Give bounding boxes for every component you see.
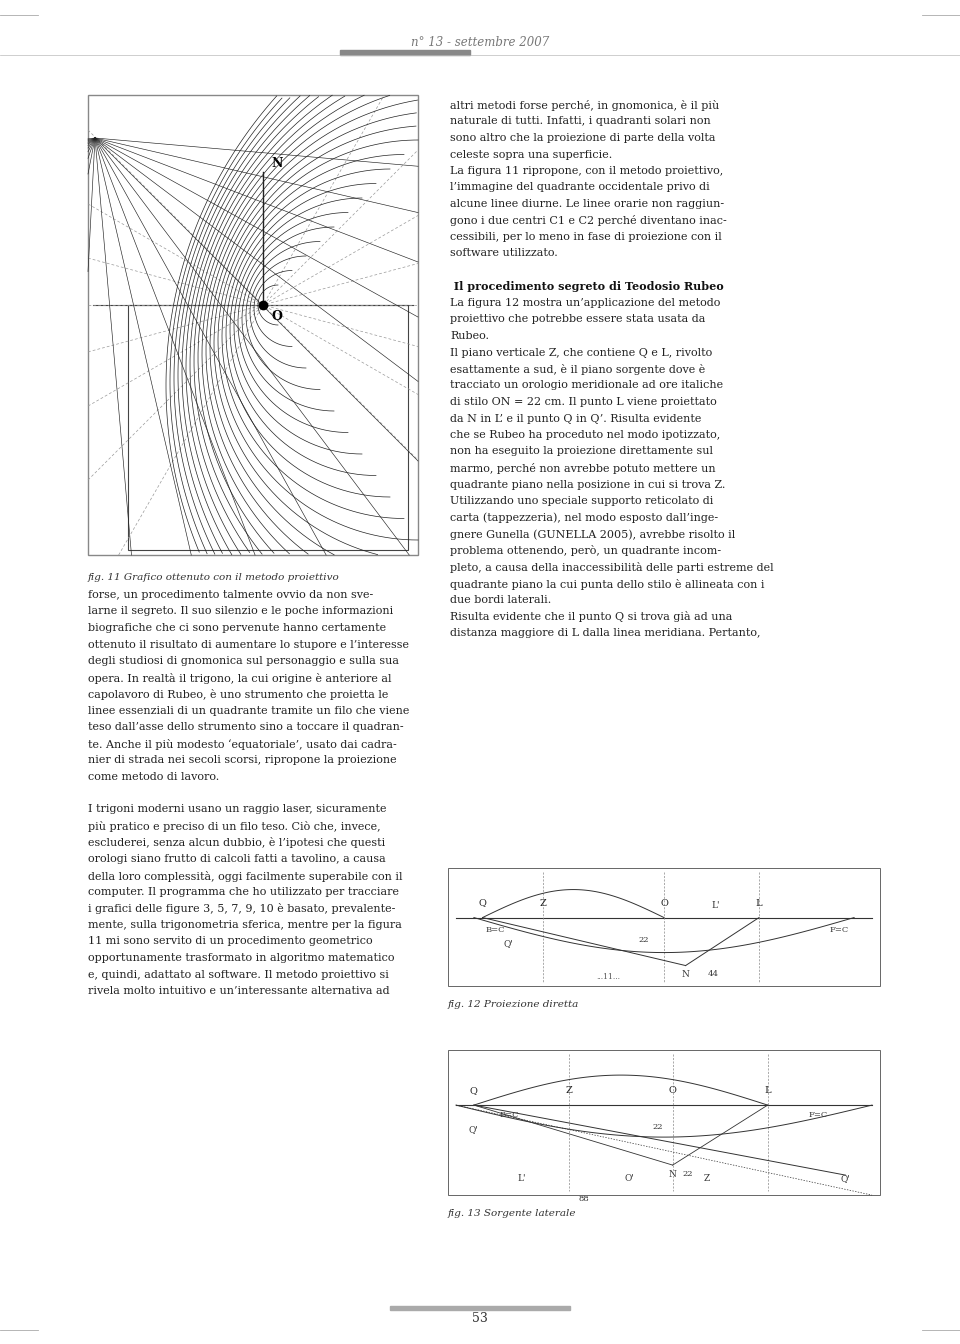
Text: Z: Z <box>565 1086 572 1095</box>
Text: nier di strada nei secoli scorsi, ripropone la proiezione: nier di strada nei secoli scorsi, riprop… <box>88 755 396 765</box>
Text: sono altro che la proiezione di parte della volta: sono altro che la proiezione di parte de… <box>450 133 715 142</box>
Text: pleto, a causa della inaccessibilità delle parti estreme del: pleto, a causa della inaccessibilità del… <box>450 562 774 573</box>
Text: larne il segreto. Il suo silenzio e le poche informazioni: larne il segreto. Il suo silenzio e le p… <box>88 606 394 617</box>
Text: tracciato un orologio meridionale ad ore italiche: tracciato un orologio meridionale ad ore… <box>450 380 723 391</box>
Text: Q': Q' <box>504 939 514 949</box>
Text: O': O' <box>625 1175 635 1183</box>
Text: F=C: F=C <box>829 926 849 934</box>
Text: Utilizzando uno speciale supporto reticolato di: Utilizzando uno speciale supporto retico… <box>450 496 713 505</box>
Text: rivela molto intuitivo e un’interessante alternativa ad: rivela molto intuitivo e un’interessante… <box>88 986 390 996</box>
Text: opera. In realtà il trigono, la cui origine è anteriore al: opera. In realtà il trigono, la cui orig… <box>88 672 392 684</box>
Text: n° 13 - settembre 2007: n° 13 - settembre 2007 <box>411 35 549 48</box>
Text: marmo, perché non avrebbe potuto mettere un: marmo, perché non avrebbe potuto mettere… <box>450 462 715 474</box>
Bar <box>448 1050 880 1195</box>
Text: naturale di tutti. Infatti, i quadranti solari non: naturale di tutti. Infatti, i quadranti … <box>450 117 710 126</box>
Text: fig. 12 Proiezione diretta: fig. 12 Proiezione diretta <box>448 1000 579 1009</box>
Text: ottenuto il risultato di aumentare lo stupore e l’interesse: ottenuto il risultato di aumentare lo st… <box>88 640 409 649</box>
Text: gono i due centri C1 e C2 perché diventano inac-: gono i due centri C1 e C2 perché diventa… <box>450 215 727 227</box>
Text: Risulta evidente che il punto Q si trova già ad una: Risulta evidente che il punto Q si trova… <box>450 612 732 622</box>
Text: te. Anche il più modesto ‘equatoriale’, usato dai cadra-: te. Anche il più modesto ‘equatoriale’, … <box>88 738 396 750</box>
Text: 11 mi sono servito di un procedimento geometrico: 11 mi sono servito di un procedimento ge… <box>88 937 372 946</box>
Text: L: L <box>764 1086 771 1095</box>
Text: escluderei, senza alcun dubbio, è l’ipotesi che questi: escluderei, senza alcun dubbio, è l’ipot… <box>88 837 385 848</box>
Text: 53: 53 <box>472 1312 488 1324</box>
Text: mente, sulla trigonometria sferica, mentre per la figura: mente, sulla trigonometria sferica, ment… <box>88 921 402 930</box>
Text: biografiche che ci sono pervenute hanno certamente: biografiche che ci sono pervenute hanno … <box>88 624 386 633</box>
Text: N: N <box>682 969 689 978</box>
Text: N: N <box>669 1171 677 1179</box>
Text: degli studiosi di gnomonica sul personaggio e sulla sua: degli studiosi di gnomonica sul personag… <box>88 656 399 667</box>
Text: carta (tappezzeria), nel modo esposto dall’inge-: carta (tappezzeria), nel modo esposto da… <box>450 512 718 523</box>
Text: O: O <box>271 310 282 323</box>
Text: O: O <box>669 1086 677 1095</box>
Text: Il piano verticale Z, che contiene Q e L, rivolto: Il piano verticale Z, che contiene Q e L… <box>450 348 712 358</box>
Text: capolavoro di Rubeo, è uno strumento che proietta le: capolavoro di Rubeo, è uno strumento che… <box>88 689 389 700</box>
Text: B=C: B=C <box>500 1111 519 1120</box>
Text: da N in L’ e il punto Q in Q’. Risulta evidente: da N in L’ e il punto Q in Q’. Risulta e… <box>450 414 702 423</box>
Text: F=C: F=C <box>809 1111 828 1120</box>
Text: Rubeo.: Rubeo. <box>450 331 489 341</box>
Text: Q': Q' <box>841 1175 851 1183</box>
Text: celeste sopra una superficie.: celeste sopra una superficie. <box>450 149 612 160</box>
Text: I trigoni moderni usano un raggio laser, sicuramente: I trigoni moderni usano un raggio laser,… <box>88 805 387 814</box>
Text: L: L <box>756 899 762 907</box>
Text: Z: Z <box>704 1175 710 1183</box>
Text: La figura 12 mostra un’applicazione del metodo: La figura 12 mostra un’applicazione del … <box>450 298 720 308</box>
Text: l’immagine del quadrante occidentale privo di: l’immagine del quadrante occidentale pri… <box>450 183 709 192</box>
Text: 22: 22 <box>638 935 649 943</box>
Text: come metodo di lavoro.: come metodo di lavoro. <box>88 771 219 781</box>
Text: alcune linee diurne. Le linee orarie non raggiun-: alcune linee diurne. Le linee orarie non… <box>450 199 724 210</box>
Text: L': L' <box>711 900 720 910</box>
Text: altri metodi forse perché, in gnomonica, è il più: altri metodi forse perché, in gnomonica,… <box>450 99 719 112</box>
Text: orologi siano frutto di calcoli fatti a tavolino, a causa: orologi siano frutto di calcoli fatti a … <box>88 853 386 864</box>
Text: ...11...: ...11... <box>596 973 620 981</box>
Text: Q: Q <box>479 899 487 907</box>
Bar <box>340 50 470 55</box>
Text: della loro complessità, oggi facilmente superabile con il: della loro complessità, oggi facilmente … <box>88 871 402 882</box>
Text: cessibili, per lo meno in fase di proiezione con il: cessibili, per lo meno in fase di proiez… <box>450 233 722 242</box>
Text: di stilo ON = 22 cm. Il punto L viene proiettato: di stilo ON = 22 cm. Il punto L viene pr… <box>450 396 717 407</box>
Text: B=C: B=C <box>486 926 505 934</box>
Bar <box>128 305 408 550</box>
Text: software utilizzato.: software utilizzato. <box>450 249 558 258</box>
Text: più pratico e preciso di un filo teso. Ciò che, invece,: più pratico e preciso di un filo teso. C… <box>88 821 380 832</box>
Bar <box>448 868 880 986</box>
Text: N: N <box>271 157 282 169</box>
Text: quadrante piano la cui punta dello stilo è allineata con i: quadrante piano la cui punta dello stilo… <box>450 578 764 590</box>
Text: esattamente a sud, è il piano sorgente dove è: esattamente a sud, è il piano sorgente d… <box>450 364 706 375</box>
Text: proiettivo che potrebbe essere stata usata da: proiettivo che potrebbe essere stata usa… <box>450 314 706 324</box>
Text: computer. Il programma che ho utilizzato per tracciare: computer. Il programma che ho utilizzato… <box>88 887 399 896</box>
Text: quadrante piano nella posizione in cui si trova Z.: quadrante piano nella posizione in cui s… <box>450 480 726 489</box>
Text: che se Rubeo ha proceduto nel modo ipotizzato,: che se Rubeo ha proceduto nel modo ipoti… <box>450 430 720 439</box>
Text: Q': Q' <box>469 1125 479 1134</box>
Bar <box>88 95 418 555</box>
Text: 22: 22 <box>653 1124 663 1132</box>
Text: problema ottenendo, però, un quadrante incom-: problema ottenendo, però, un quadrante i… <box>450 546 721 556</box>
Text: fig. 11 Grafico ottenuto con il metodo proiettivo: fig. 11 Grafico ottenuto con il metodo p… <box>88 573 340 582</box>
Text: non ha eseguito la proiezione direttamente sul: non ha eseguito la proiezione direttamen… <box>450 446 713 457</box>
Text: linee essenziali di un quadrante tramite un filo che viene: linee essenziali di un quadrante tramite… <box>88 706 409 715</box>
Text: fig. 13 Sorgente laterale: fig. 13 Sorgente laterale <box>448 1210 577 1218</box>
Text: Il procedimento segreto di Teodosio Rubeo: Il procedimento segreto di Teodosio Rube… <box>450 281 724 293</box>
Text: i grafici delle figure 3, 5, 7, 9, 10 è basato, prevalente-: i grafici delle figure 3, 5, 7, 9, 10 è … <box>88 903 396 914</box>
Text: due bordi laterali.: due bordi laterali. <box>450 595 551 605</box>
Text: L': L' <box>517 1175 526 1183</box>
Text: O: O <box>660 899 668 907</box>
Bar <box>390 1306 570 1310</box>
Text: forse, un procedimento talmente ovvio da non sve-: forse, un procedimento talmente ovvio da… <box>88 590 373 599</box>
Text: distanza maggiore di L dalla linea meridiana. Pertanto,: distanza maggiore di L dalla linea merid… <box>450 628 760 638</box>
Text: gnere Gunella (GUNELLA 2005), avrebbe risolto il: gnere Gunella (GUNELLA 2005), avrebbe ri… <box>450 530 735 539</box>
Text: La figura 11 ripropone, con il metodo proiettivo,: La figura 11 ripropone, con il metodo pr… <box>450 167 723 176</box>
Text: e, quindi, adattato al software. Il metodo proiettivo si: e, quindi, adattato al software. Il meto… <box>88 969 389 980</box>
Text: teso dall’asse dello strumento sino a toccare il quadran-: teso dall’asse dello strumento sino a to… <box>88 722 403 732</box>
Text: opportunamente trasformato in algoritmo matematico: opportunamente trasformato in algoritmo … <box>88 953 395 964</box>
Text: 22: 22 <box>683 1171 693 1179</box>
Text: 44: 44 <box>708 969 719 977</box>
Text: Z: Z <box>540 899 546 907</box>
Text: Q: Q <box>470 1086 478 1095</box>
Text: 88: 88 <box>579 1195 589 1203</box>
